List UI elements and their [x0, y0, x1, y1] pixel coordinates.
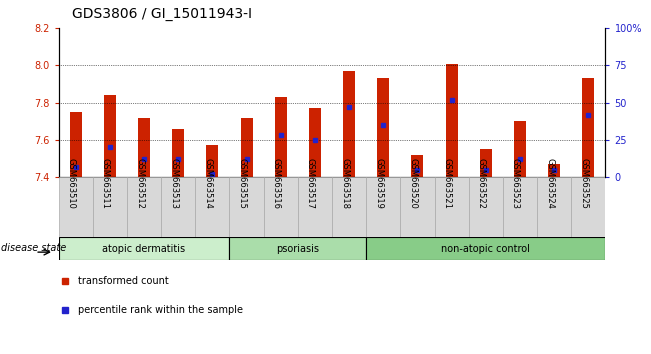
Bar	[480, 149, 492, 177]
Text: GSM663525: GSM663525	[579, 158, 589, 209]
Bar	[275, 97, 286, 177]
Text: GSM663516: GSM663516	[271, 158, 281, 209]
Text: GSM663515: GSM663515	[238, 158, 247, 209]
Bar	[59, 177, 92, 237]
Bar	[229, 177, 264, 237]
Bar	[537, 177, 572, 237]
Bar	[400, 177, 435, 237]
Bar	[572, 177, 605, 237]
Bar	[309, 108, 321, 177]
Text: non-atopic control: non-atopic control	[441, 244, 531, 254]
Text: transformed count: transformed count	[78, 276, 169, 286]
Bar	[264, 177, 298, 237]
Bar	[138, 118, 150, 177]
Bar	[229, 237, 366, 260]
Bar	[411, 155, 423, 177]
Text: GSM663517: GSM663517	[306, 158, 315, 209]
Bar	[469, 177, 503, 237]
Bar	[503, 177, 537, 237]
Bar	[332, 177, 366, 237]
Bar	[366, 237, 605, 260]
Bar	[104, 95, 116, 177]
Text: GSM663512: GSM663512	[135, 158, 144, 209]
Bar	[548, 164, 560, 177]
Bar	[583, 79, 594, 177]
Bar	[70, 112, 81, 177]
Text: psoriasis: psoriasis	[276, 244, 320, 254]
Bar	[378, 79, 389, 177]
Bar	[343, 71, 355, 177]
Bar	[298, 177, 332, 237]
Bar	[161, 177, 195, 237]
Text: GSM663523: GSM663523	[511, 158, 520, 209]
Text: atopic dermatitis: atopic dermatitis	[102, 244, 186, 254]
Bar	[514, 121, 526, 177]
Text: GSM663513: GSM663513	[169, 158, 178, 209]
Bar	[241, 118, 253, 177]
Text: GSM663524: GSM663524	[545, 158, 554, 209]
Text: GSM663521: GSM663521	[443, 158, 452, 209]
Text: GSM663511: GSM663511	[101, 158, 110, 209]
Bar	[206, 145, 218, 177]
Bar	[434, 177, 469, 237]
Text: GSM663518: GSM663518	[340, 158, 349, 209]
Bar	[127, 177, 161, 237]
Bar	[173, 129, 184, 177]
Text: GSM663510: GSM663510	[66, 158, 76, 209]
Text: GSM663522: GSM663522	[477, 158, 486, 209]
Text: disease state: disease state	[1, 242, 66, 252]
Text: GSM663519: GSM663519	[374, 158, 383, 209]
Text: GSM663514: GSM663514	[203, 158, 212, 209]
Text: GDS3806 / GI_15011943-I: GDS3806 / GI_15011943-I	[72, 7, 251, 21]
Bar	[59, 237, 229, 260]
Bar	[446, 64, 458, 177]
Bar	[92, 177, 127, 237]
Bar	[366, 177, 400, 237]
Text: percentile rank within the sample: percentile rank within the sample	[78, 305, 243, 315]
Bar	[195, 177, 229, 237]
Text: GSM663520: GSM663520	[408, 158, 417, 209]
